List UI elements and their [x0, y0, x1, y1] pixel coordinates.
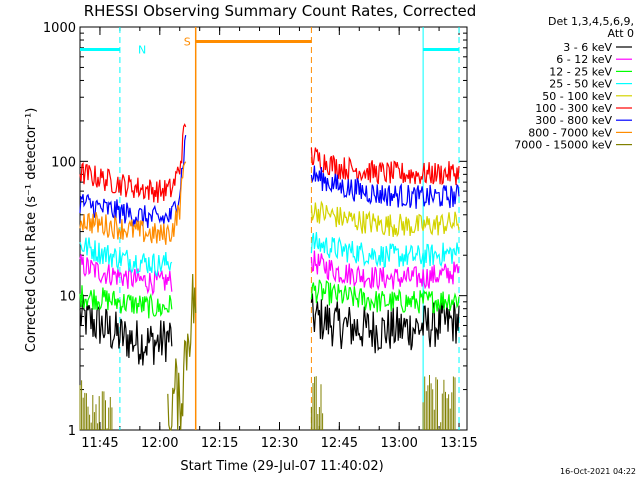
series-line-4-0	[310, 200, 460, 238]
plot-area: 1 10 100 1000 11:45 12:00 12:15 12:30 12:45 13:00…	[43, 21, 478, 451]
y-tick-label: 1000	[43, 21, 76, 36]
x-tick-label: 11:45	[81, 436, 118, 451]
series-line-6-0	[79, 134, 187, 228]
series-line-2-1	[310, 279, 460, 314]
series-line-3-1	[310, 231, 460, 269]
x-tick-label: 12:15	[201, 436, 238, 451]
y-tick-label: 100	[51, 155, 76, 170]
legend-label-2: 12 - 25 keV	[549, 65, 612, 78]
x-tick-label: 13:00	[380, 436, 417, 451]
y-tick-label: 10	[59, 290, 76, 305]
series-line-7-0	[79, 161, 187, 245]
legend-header: Det 1,3,4,5,6,9,	[548, 15, 634, 28]
series-line-0-1	[310, 293, 460, 354]
x-axis-label: Start Time (29-Jul-07 11:40:02)	[180, 459, 383, 474]
x-tick-label: 12:45	[321, 436, 358, 451]
x-tick-label: 12:30	[261, 436, 298, 451]
series-line-5-1	[310, 147, 460, 186]
x-tick-label: 13:15	[440, 436, 477, 451]
series-line-5-0	[79, 123, 187, 203]
flag-label-1: S	[184, 35, 191, 48]
series-line-8-0	[167, 273, 197, 431]
legend-label-3: 25 - 50 keV	[549, 78, 612, 91]
y-axis-label: Corrected Count Rate (s⁻¹ detector⁻¹)	[24, 108, 39, 353]
legend-label-4: 50 - 100 keV	[542, 90, 612, 103]
chart-title: RHESSI Observing Summary Count Rates, Co…	[84, 2, 477, 20]
series-line-3-0	[79, 237, 173, 278]
legend-label-8: 7000 - 15000 keV	[514, 139, 612, 152]
y-tick-label: 1	[68, 424, 76, 439]
legend-header-att: Att 0	[608, 27, 634, 40]
series-line-6-1	[310, 165, 460, 209]
series-line-0-0	[79, 294, 173, 366]
flag-label-0: N	[138, 43, 146, 56]
legend-label-6: 300 - 800 keV	[535, 114, 612, 127]
legend-label-0: 3 - 6 keV	[563, 41, 612, 54]
timestamp: 16-Oct-2021 04:22	[560, 467, 636, 476]
plot-frame	[79, 26, 468, 431]
series-line-1-0	[79, 254, 173, 296]
series-line-2-0	[79, 285, 173, 319]
legend-label-1: 6 - 12 keV	[556, 53, 612, 66]
legend-label-5: 100 - 300 keV	[535, 102, 612, 115]
legend-label-7: 800 - 7000 keV	[528, 126, 612, 139]
x-tick-label: 12:00	[141, 436, 178, 451]
series-line-1-1	[310, 250, 460, 291]
